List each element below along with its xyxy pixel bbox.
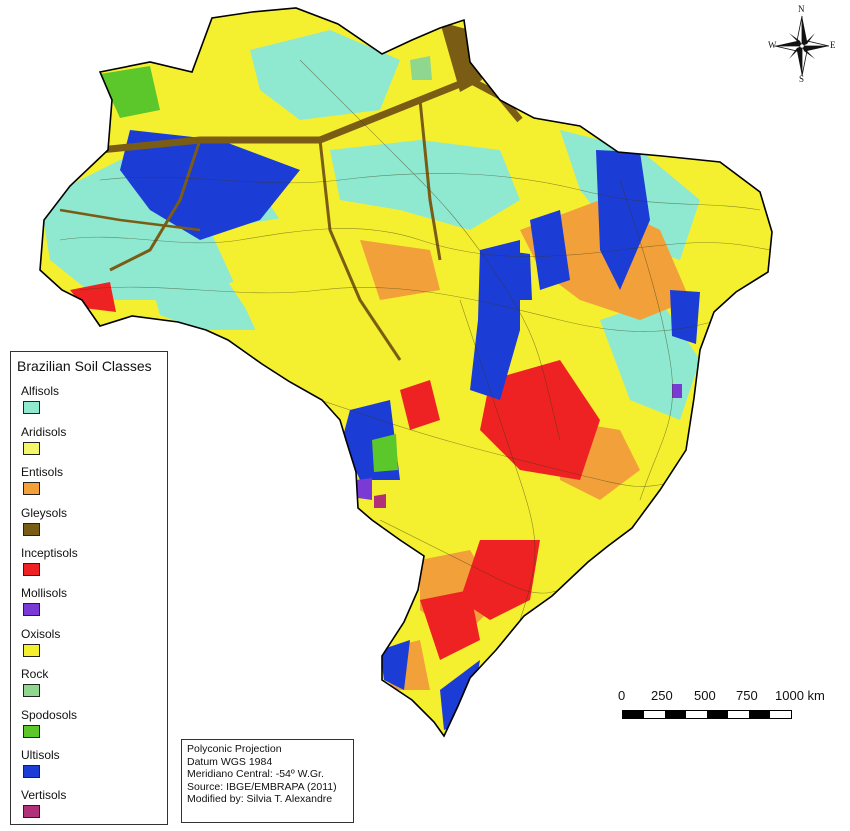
projection-line: Polyconic Projection [187, 743, 282, 755]
legend-title: Brazilian Soil Classes [17, 358, 152, 374]
legend-swatch-vertisols [23, 805, 40, 818]
legend-item-vertisols: Vertisols [21, 788, 161, 824]
legend-item-inceptisols: Inceptisols [21, 546, 161, 582]
legend-swatch-gleysols [23, 523, 40, 536]
legend-swatch-ultisols [23, 765, 40, 778]
legend-label: Entisols [21, 465, 64, 479]
legend-label: Ultisols [21, 748, 60, 762]
author-line: Modified by: Silvia T. Alexandre [187, 793, 333, 805]
compass-star-icon [774, 15, 830, 77]
scale-tick-500: 500 [694, 688, 716, 703]
legend-label: Inceptisols [21, 546, 78, 560]
legend-label: Spodosols [21, 708, 78, 722]
legend-swatch-aridisols [23, 442, 40, 455]
scale-tick-0: 0 [618, 688, 626, 703]
legend-item-oxisols: Oxisols [21, 627, 161, 663]
legend-swatch-entisols [23, 482, 40, 495]
legend-swatch-alfisols [23, 401, 40, 414]
compass-rose-icon: N W E S [764, 4, 840, 84]
legend-item-rock: Rock [21, 667, 161, 703]
legend-swatch-rock [23, 684, 40, 697]
legend-label: Vertisols [21, 788, 67, 802]
compass-w: W [768, 40, 777, 50]
legend-label: Gleysols [21, 506, 68, 520]
legend-label: Oxisols [21, 627, 61, 641]
legend-label: Rock [21, 667, 49, 681]
compass-s: S [799, 74, 805, 84]
legend-swatch-inceptisols [23, 563, 40, 576]
scale-bar-labels: 0 250 500 750 1000 km [612, 688, 842, 704]
scale-bar [622, 710, 792, 719]
soil-legend: Brazilian Soil Classes Alfisols Aridisol… [10, 351, 168, 825]
compass-n: N [798, 4, 805, 14]
meridian-line: Meridiano Central: -54º W.Gr. [187, 768, 324, 780]
legend-swatch-oxisols [23, 644, 40, 657]
source-line: Source: IBGE/EMBRAPA (2011) [187, 780, 337, 793]
legend-item-spodosols: Spodosols [21, 708, 161, 744]
projection-info-box: Polyconic Projection Datum WGS 1984 Meri… [181, 739, 354, 823]
legend-item-entisols: Entisols [21, 465, 161, 501]
scale-tick-250: 250 [651, 688, 673, 703]
legend-item-aridisols: Aridisols [21, 425, 161, 461]
legend-item-mollisols: Mollisols [21, 586, 161, 622]
legend-item-ultisols: Ultisols [21, 748, 161, 784]
datum-line: Datum WGS 1984 [187, 755, 273, 768]
scale-tick-1000: 1000 km [775, 688, 825, 703]
compass-e: E [830, 40, 836, 50]
legend-label: Aridisols [21, 425, 67, 439]
legend-item-gleysols: Gleysols [21, 506, 161, 542]
legend-label: Alfisols [21, 384, 60, 398]
legend-label: Mollisols [21, 586, 68, 600]
legend-swatch-mollisols [23, 603, 40, 616]
scale-tick-750: 750 [736, 688, 758, 703]
legend-swatch-spodosols [23, 725, 40, 738]
legend-item-alfisols: Alfisols [21, 384, 161, 420]
